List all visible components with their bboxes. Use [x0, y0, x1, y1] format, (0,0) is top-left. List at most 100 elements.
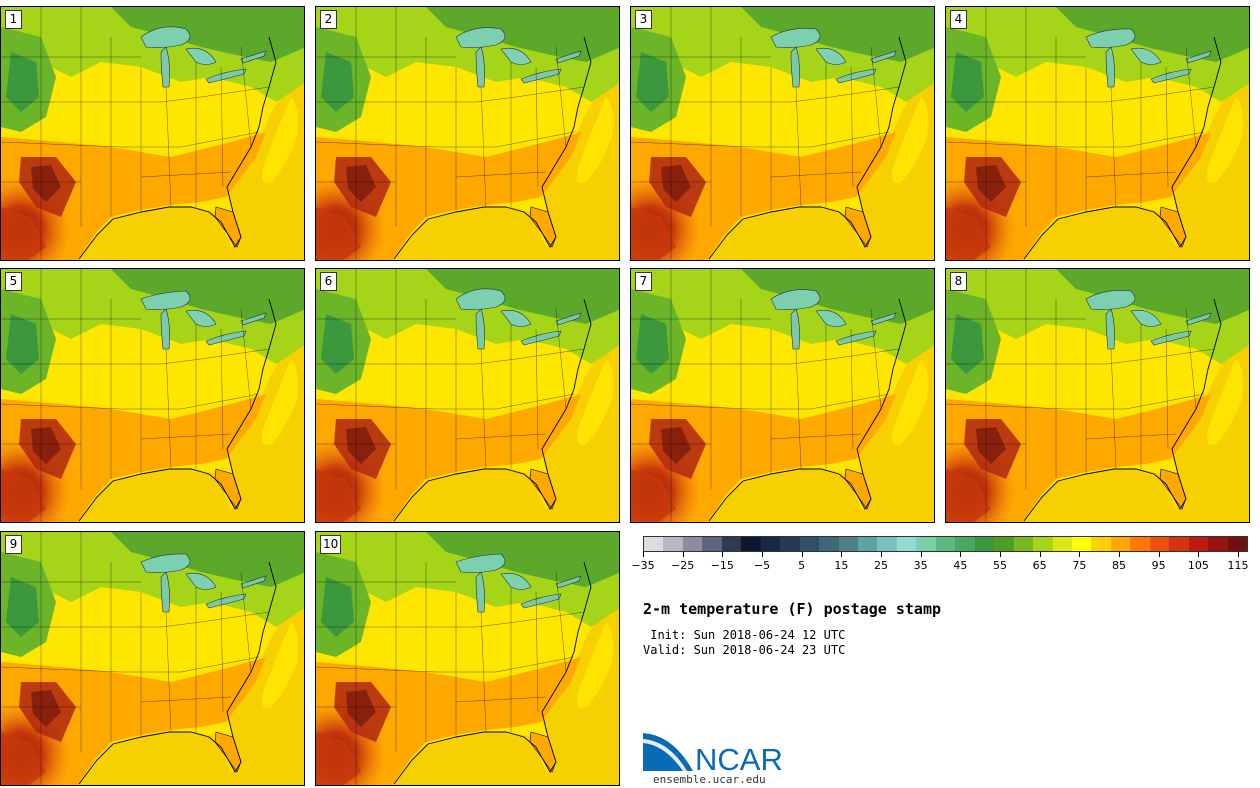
- colorbar-tick: [1000, 552, 1001, 557]
- colorbar-swatch: [799, 537, 820, 551]
- panel-number: 6: [320, 272, 337, 291]
- colorbar-tick-label: 95: [1151, 559, 1166, 572]
- colorbar-tick: [1039, 552, 1041, 557]
- colorbar-tick-label: 55: [993, 559, 1007, 572]
- colorbar-tick: [1158, 552, 1160, 557]
- temperature-map: [631, 269, 934, 522]
- colorbar-swatch: [1149, 537, 1170, 551]
- colorbar-tick-label: −5: [753, 559, 771, 572]
- colorbar-tick-label: 25: [874, 559, 888, 572]
- temperature-colorbar: [643, 536, 1248, 552]
- colorbar-swatch: [916, 537, 936, 551]
- colorbar-tick-label: 75: [1072, 559, 1087, 572]
- colorbar-swatch: [1188, 537, 1209, 551]
- colorbar-tick-label: 45: [953, 559, 968, 572]
- map-panel: 4: [945, 6, 1250, 261]
- temperature-map: [946, 269, 1249, 522]
- panel-number: 2: [320, 10, 337, 29]
- colorbar-swatch: [994, 537, 1014, 551]
- panel-number: 5: [5, 272, 22, 291]
- colorbar-swatch: [1013, 537, 1034, 551]
- colorbar-tick-label: 85: [1112, 559, 1126, 572]
- colorbar-tick: [643, 552, 644, 557]
- colorbar-tick: [1238, 552, 1239, 557]
- map-panel: 5: [0, 268, 305, 523]
- temperature-map: [316, 532, 619, 785]
- panel-number: 8: [950, 272, 967, 291]
- colorbar-tick: [881, 552, 882, 557]
- panel-number: 3: [635, 10, 652, 29]
- colorbar-tick: [841, 552, 843, 557]
- colorbar-tick: [1198, 552, 1200, 557]
- colorbar-tick-label: 15: [834, 559, 849, 572]
- colorbar-tick-label: −15: [710, 559, 734, 572]
- map-panel: 9: [0, 531, 305, 786]
- map-panel: 1: [0, 6, 305, 261]
- ncar-logo: NCAR: [643, 733, 783, 777]
- colorbar-tick-label: 105: [1187, 559, 1209, 572]
- colorbar-swatch: [819, 537, 839, 551]
- colorbar-tick-label: −25: [671, 559, 695, 572]
- colorbar-tick: [762, 552, 763, 557]
- panel-number: 1: [5, 10, 22, 29]
- colorbar-swatch: [1033, 537, 1053, 551]
- map-panel: 7: [630, 268, 935, 523]
- colorbar-swatch: [721, 537, 742, 551]
- ncar-logo-text: NCAR: [695, 742, 783, 777]
- init-time: Init: Sun 2018-06-24 12 UTC: [643, 628, 846, 642]
- colorbar-swatch: [1091, 537, 1111, 551]
- colorbar-swatch: [838, 537, 858, 551]
- colorbar-tick: [801, 552, 803, 557]
- colorbar-ticks: −35 −25 −15 −5 5 15 25 35 45 55 65 75 85 95 105 115: [631, 552, 1249, 574]
- colorbar-swatch: [741, 537, 761, 551]
- colorbar-swatch: [663, 537, 683, 551]
- map-panel: 2: [315, 6, 620, 261]
- map-panel: 10: [315, 531, 620, 786]
- colorbar-swatch: [974, 537, 995, 551]
- ensemble-url: ensemble.ucar.edu: [653, 773, 766, 786]
- colorbar-swatch: [955, 537, 975, 551]
- map-panel: 6: [315, 268, 620, 523]
- colorbar-swatch: [1110, 537, 1131, 551]
- colorbar-swatch: [760, 537, 781, 551]
- colorbar-swatch: [1169, 537, 1189, 551]
- colorbar-tick-label: −35: [631, 559, 655, 572]
- colorbar-swatch: [644, 537, 664, 551]
- colorbar-swatch: [857, 537, 878, 551]
- colorbar-swatch: [780, 537, 800, 551]
- colorbar-swatch: [702, 537, 722, 551]
- panel-number: 9: [5, 535, 22, 554]
- panel-number: 10: [320, 535, 342, 554]
- colorbar-tick-label: 35: [913, 559, 928, 572]
- colorbar-swatch: [896, 537, 917, 551]
- colorbar-swatch: [1130, 537, 1150, 551]
- colorbar-swatch: [1071, 537, 1092, 551]
- temperature-map: [1, 269, 304, 522]
- colorbar-tick: [920, 552, 922, 557]
- map-panel: 3: [630, 6, 935, 261]
- colorbar-tick-label: 115: [1227, 559, 1249, 572]
- colorbar-swatch: [877, 537, 897, 551]
- colorbar-tick: [1119, 552, 1120, 557]
- temperature-map: [1, 7, 304, 260]
- colorbar-swatch: [682, 537, 703, 551]
- panel-number: 7: [635, 272, 652, 291]
- colorbar-tick: [1079, 552, 1081, 557]
- colorbar-tick: [722, 552, 724, 557]
- colorbar-tick-label: 65: [1032, 559, 1047, 572]
- temperature-map: [631, 7, 934, 260]
- temperature-map: [316, 269, 619, 522]
- colorbar-swatch: [1052, 537, 1072, 551]
- map-title: 2-m temperature (F) postage stamp: [643, 600, 942, 618]
- temperature-map: [316, 7, 619, 260]
- colorbar-tick: [960, 552, 962, 557]
- colorbar-tick: [682, 552, 684, 557]
- valid-time: Valid: Sun 2018-06-24 23 UTC: [643, 643, 846, 657]
- colorbar-tick-label: 5: [798, 559, 806, 572]
- map-panel: 8: [945, 268, 1250, 523]
- temperature-map: [1, 532, 304, 785]
- temperature-map: [946, 7, 1249, 260]
- colorbar-swatch: [1227, 537, 1248, 551]
- colorbar-swatch: [935, 537, 956, 551]
- panel-number: 4: [950, 10, 967, 29]
